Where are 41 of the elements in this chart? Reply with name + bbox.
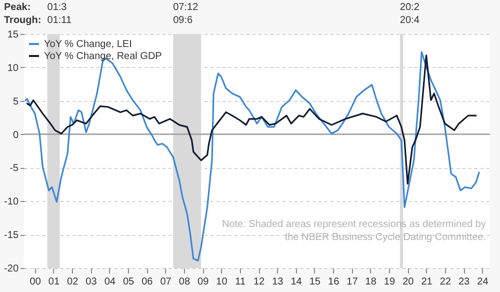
x-tick-label: 14	[290, 276, 302, 288]
x-tick-label: 21	[421, 276, 433, 288]
y-tick-label: 10	[7, 62, 19, 74]
text: Peak:	[4, 2, 31, 13]
y-tick-label: 0	[12, 130, 19, 141]
x-tick-label: 24	[477, 276, 489, 288]
x-tick-label: 17	[346, 276, 358, 288]
y-tick-label: -20	[4, 264, 19, 274]
x-tick-label: 12	[253, 276, 266, 288]
text: Trough:	[4, 15, 42, 26]
x-tick-label: 13	[272, 276, 284, 288]
x-tick-label: 06	[142, 276, 154, 288]
x-tick-label: 18	[365, 276, 377, 288]
y-tick-label: -10	[4, 196, 19, 208]
y-tick-label: 5	[12, 96, 19, 108]
x-tick-label: 07	[160, 276, 172, 288]
x-tick-label: 04	[104, 276, 116, 288]
band-label: 20:2 20:4	[400, 2, 420, 26]
x-tick-label: 08	[178, 276, 190, 288]
band-label: 07:12 09:6	[173, 2, 199, 26]
x-tick-label: 05	[122, 276, 135, 288]
legend-label: YoY % Change, Real GDP	[44, 51, 162, 62]
x-tick-label: 03	[86, 276, 98, 288]
x-tick-label: 02	[67, 276, 79, 288]
y-tick-label: -15	[4, 230, 19, 242]
x-tick-label: 20	[402, 276, 414, 288]
x-tick-label: 00	[30, 276, 42, 288]
x-tick-label: 23	[458, 276, 470, 288]
x-tick-label: 19	[384, 276, 396, 288]
y-tick-label: -5	[10, 163, 19, 174]
x-tick-label: 16	[328, 276, 340, 288]
x-tick-label: 15	[309, 276, 321, 288]
x-tick-label: 09	[198, 276, 210, 288]
x-tick-label: 22	[440, 276, 452, 288]
annotation: Note: Shaded areas represent recessions as determined by the NBER Business Cycle Dating Committee.	[222, 219, 486, 243]
band-label: 01:3 01:11	[47, 2, 72, 26]
y-tick-label: 15	[7, 30, 19, 40]
x-tick-label: 11	[235, 276, 246, 288]
legend-label: YoY % Change, LEI	[44, 39, 132, 50]
x-tick-label: 10	[216, 276, 228, 288]
x-tick-label: 01	[48, 276, 60, 288]
